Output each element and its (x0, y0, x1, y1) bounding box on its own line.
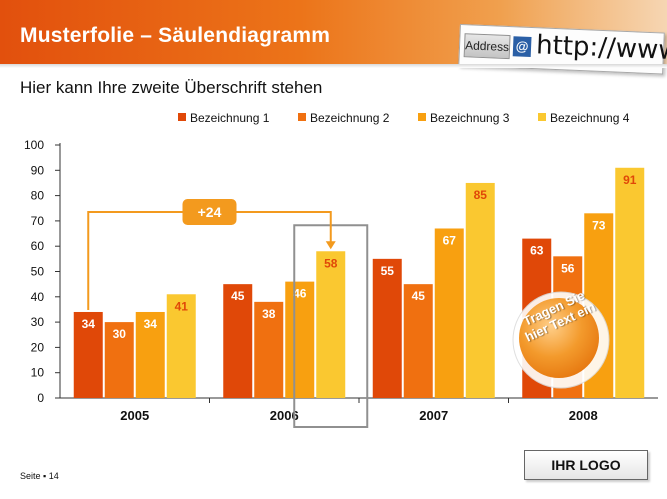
subtitle: Hier kann Ihre zweite Überschrift stehen (20, 78, 323, 97)
logo-placeholder: IHR LOGO (524, 450, 648, 480)
bar (316, 251, 346, 398)
legend-label: Bezeichnung 3 (430, 111, 510, 125)
data-label: 67 (443, 233, 457, 247)
data-label: 91 (623, 173, 637, 187)
y-tick-label: 100 (24, 138, 44, 152)
data-label: 85 (474, 188, 488, 202)
bar (135, 311, 165, 398)
bar (403, 284, 433, 398)
y-tick-label: 80 (31, 189, 45, 203)
data-label: 41 (175, 299, 189, 313)
y-tick-label: 60 (31, 239, 45, 253)
bar (166, 294, 196, 398)
bar (254, 301, 284, 398)
bar (465, 182, 495, 398)
bar (615, 167, 645, 398)
x-tick-label: 2008 (569, 408, 598, 423)
title-bar: Musterfolie – Säulendiagramm Address @ h… (0, 0, 667, 75)
page-number: Seite ▪ 14 (20, 471, 59, 481)
data-label: 46 (293, 287, 307, 301)
badge-circle (519, 298, 599, 378)
legend-label: Bezeichnung 1 (190, 111, 270, 125)
data-label: 58 (324, 256, 338, 270)
data-label: 34 (144, 317, 158, 331)
data-label: 30 (113, 327, 127, 341)
data-label: 73 (592, 218, 606, 232)
bar (372, 258, 402, 398)
bar (434, 228, 464, 398)
legend-label: Bezeichnung 4 (550, 111, 630, 125)
data-label: 38 (262, 307, 276, 321)
slide-title: Musterfolie – Säulendiagramm (20, 24, 331, 47)
data-label: 55 (381, 264, 395, 278)
x-tick-label: 2006 (270, 408, 299, 423)
x-tick-label: 2007 (419, 408, 448, 423)
data-label: 45 (231, 289, 245, 303)
data-label: 45 (412, 289, 426, 303)
y-tick-label: 10 (31, 366, 45, 380)
legend-swatch (538, 113, 546, 121)
difference-label: +24 (198, 204, 222, 220)
data-label: 34 (82, 317, 96, 331)
y-tick-label: 30 (31, 315, 45, 329)
y-tick-label: 0 (37, 391, 44, 405)
y-tick-label: 40 (31, 290, 45, 304)
x-tick-label: 2005 (120, 408, 149, 423)
legend-swatch (178, 113, 186, 121)
bar (104, 322, 134, 398)
y-tick-label: 20 (31, 340, 45, 354)
bar (223, 284, 253, 398)
legend-label: Bezeichnung 2 (310, 111, 390, 125)
y-tick-label: 70 (31, 214, 45, 228)
bar (73, 311, 103, 398)
legend-swatch (298, 113, 306, 121)
data-label: 63 (530, 244, 544, 258)
bar (285, 281, 315, 398)
difference-badge (182, 199, 237, 225)
y-tick-label: 90 (31, 163, 45, 177)
legend-swatch (418, 113, 426, 121)
y-tick-label: 50 (31, 265, 45, 279)
title-bar-shadow (0, 64, 667, 68)
arrow-head (325, 241, 336, 250)
data-label: 56 (561, 261, 575, 275)
